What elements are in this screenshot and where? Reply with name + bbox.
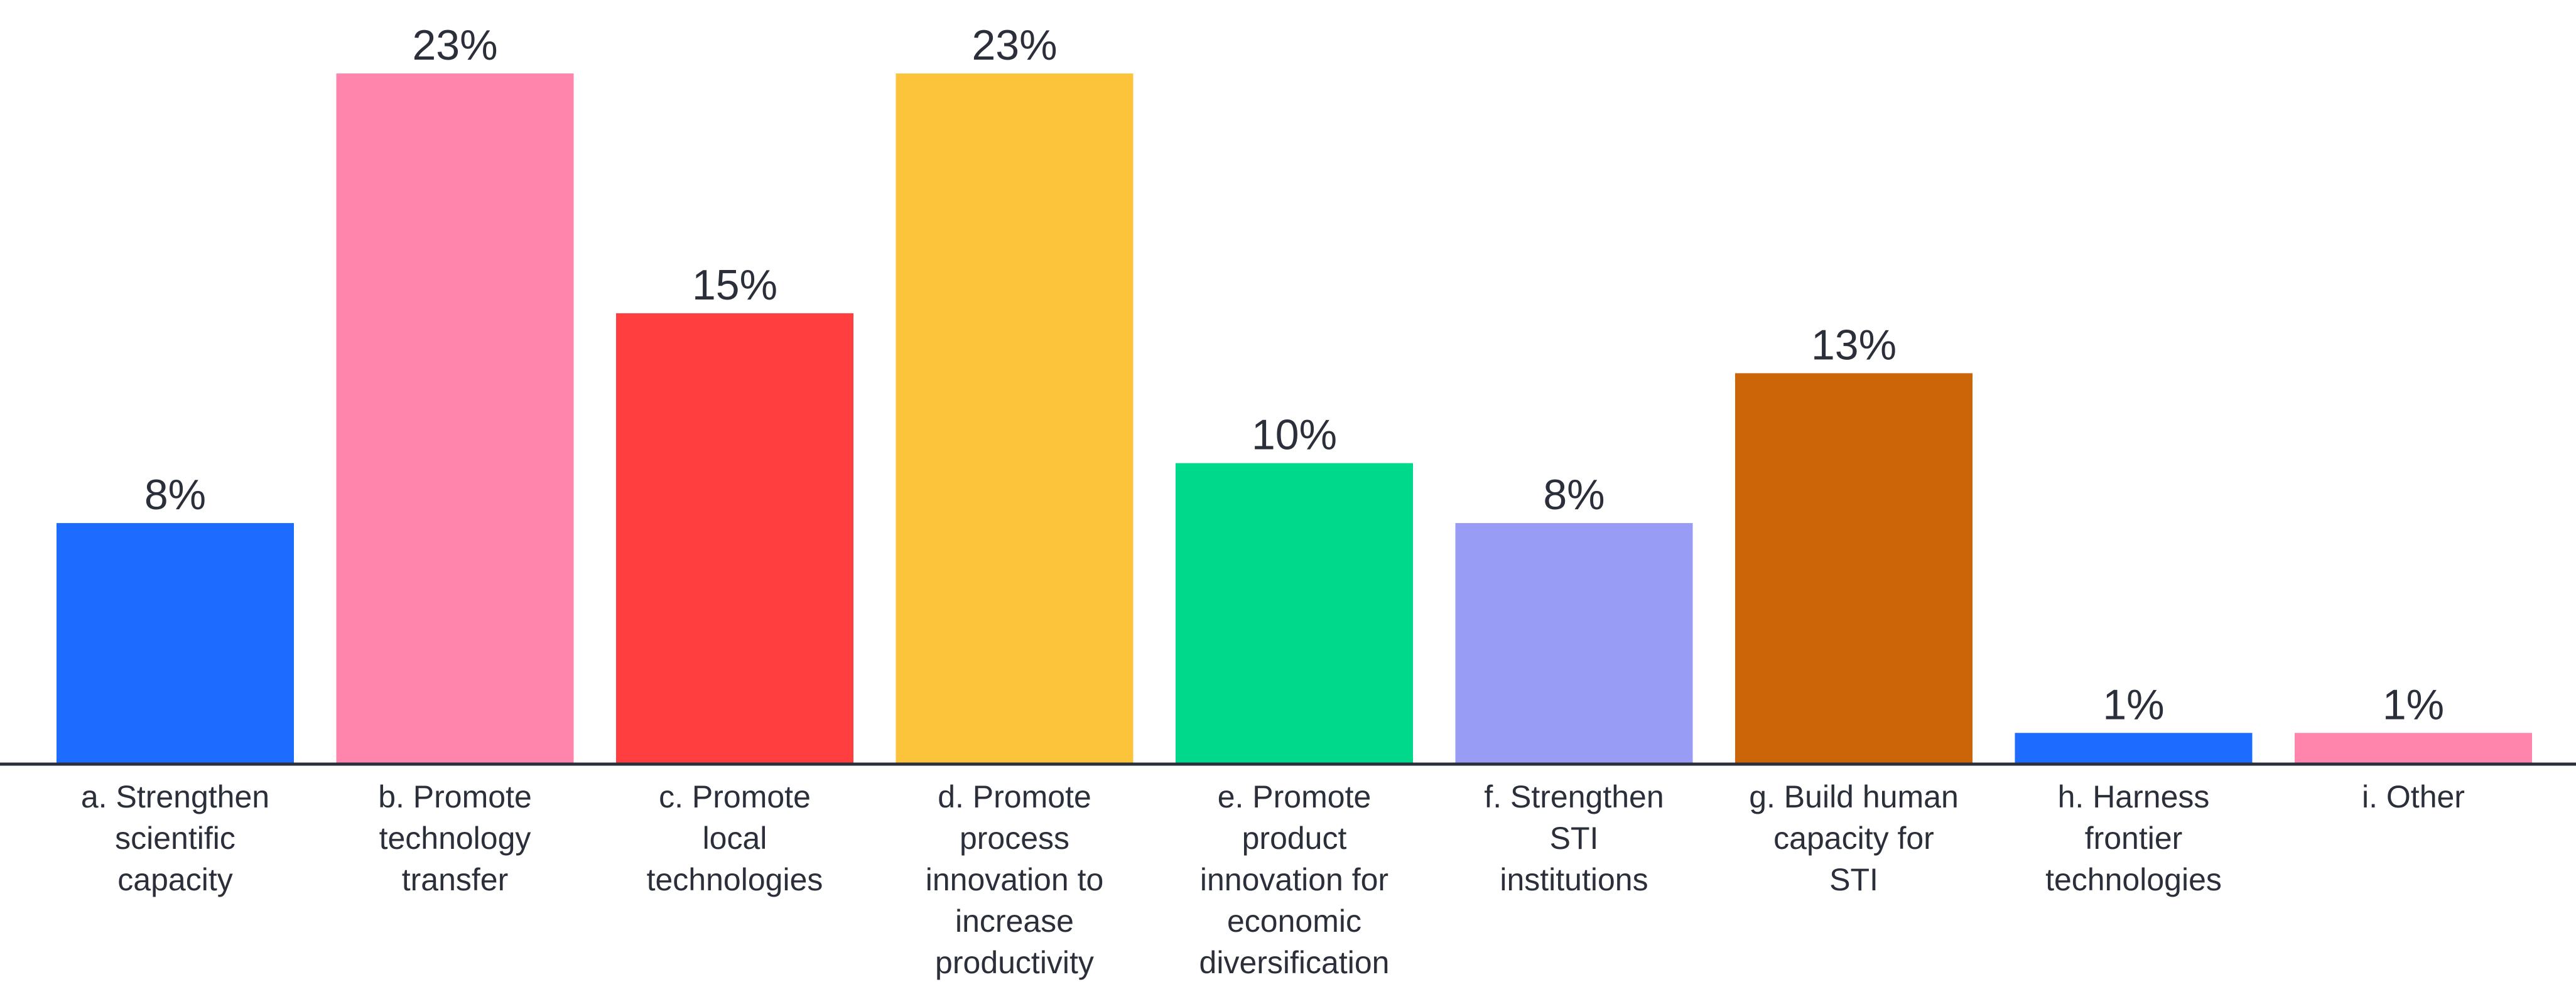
- category-label-line: i. Other: [2362, 779, 2465, 814]
- category-label-line: technologies: [647, 862, 823, 897]
- category-label-3: c. Promote local technologies: [647, 779, 823, 897]
- category-label-line: economic: [1227, 904, 1361, 939]
- category-label-line: h. Harness: [2058, 779, 2210, 814]
- category-label-line: b. Promote: [378, 779, 532, 814]
- bar-8: [2015, 733, 2253, 763]
- bar-3: [616, 313, 853, 763]
- bar-9: [2295, 733, 2532, 763]
- value-labels-layer: 8% 23% 15% 23% 10% 8% 13% 1% 1%: [144, 21, 2444, 728]
- value-label-9: 1%: [2383, 681, 2444, 728]
- category-label-line: capacity for: [1773, 821, 1934, 856]
- category-label-8: h. Harness frontier technologies: [2045, 779, 2222, 897]
- bar-2: [336, 73, 574, 763]
- value-label-3: 15%: [692, 261, 777, 309]
- category-label-1: a. Strengthen scientific capacity: [81, 779, 269, 897]
- category-label-line: STI: [1550, 821, 1599, 856]
- category-label-5: e. Promote product innovation for economic d…: [1199, 779, 1390, 980]
- category-label-line: technologies: [2045, 862, 2222, 897]
- category-label-line: g. Build human: [1749, 779, 1959, 814]
- category-label-9: i. Other: [2362, 779, 2465, 814]
- category-label-line: innovation for: [1200, 862, 1388, 897]
- bar-5: [1176, 463, 1413, 763]
- value-label-4: 23%: [971, 21, 1057, 69]
- category-label-line: diversification: [1199, 945, 1390, 980]
- category-labels-layer: a. Strengthen scientific capacity b. Promot…: [81, 779, 2465, 980]
- category-label-line: productivity: [935, 945, 1094, 980]
- bars-layer: [57, 73, 2532, 763]
- category-label-line: institutions: [1500, 862, 1648, 897]
- bar-6: [1455, 523, 1693, 763]
- bar-4: [896, 73, 1134, 763]
- category-label-line: innovation to: [926, 862, 1104, 897]
- value-label-8: 1%: [2102, 681, 2164, 728]
- category-label-7: g. Build human capacity for STI: [1749, 779, 1959, 897]
- category-label-line: product: [1242, 821, 1347, 856]
- value-label-6: 8%: [1543, 471, 1605, 519]
- category-label-line: scientific: [115, 821, 235, 856]
- value-label-7: 13%: [1811, 321, 1897, 369]
- category-label-line: a. Strengthen: [81, 779, 269, 814]
- value-label-2: 23%: [412, 21, 497, 69]
- value-label-5: 10%: [1252, 411, 1337, 459]
- category-label-line: c. Promote: [659, 779, 811, 814]
- category-label-line: capacity: [117, 862, 232, 897]
- category-label-line: frontier: [2085, 821, 2183, 856]
- bar-1: [57, 523, 294, 763]
- category-label-line: local: [703, 821, 767, 856]
- category-label-line: f. Strengthen: [1484, 779, 1664, 814]
- category-label-line: transfer: [402, 862, 509, 897]
- category-label-4: d. Promote process innovation to increase pr…: [926, 779, 1104, 980]
- category-label-line: technology: [379, 821, 531, 856]
- category-label-6: f. Strengthen STI institutions: [1484, 779, 1664, 897]
- category-label-line: process: [960, 821, 1069, 856]
- category-label-line: d. Promote: [938, 779, 1091, 814]
- category-label-line: increase: [955, 904, 1074, 939]
- category-label-line: STI: [1829, 862, 1878, 897]
- category-label-2: b. Promote technology transfer: [378, 779, 532, 897]
- category-label-line: e. Promote: [1218, 779, 1372, 814]
- bar-7: [1735, 373, 1973, 763]
- value-label-1: 8%: [144, 471, 206, 519]
